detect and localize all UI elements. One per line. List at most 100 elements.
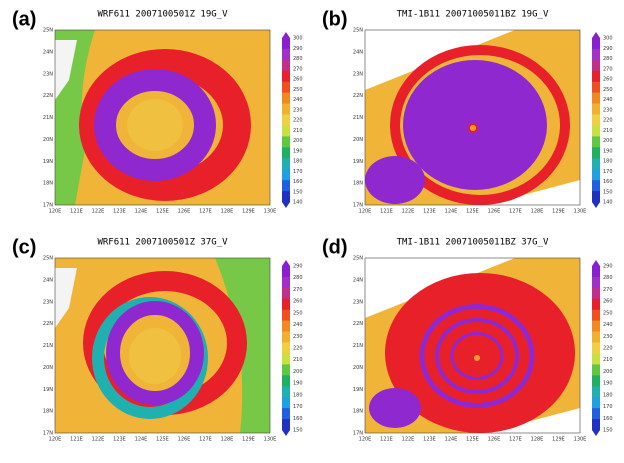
colorbar-tick-label: 240 — [293, 97, 303, 103]
x-tick-label: 127E — [199, 437, 212, 443]
colorbar-tick-label: 210 — [603, 357, 613, 363]
x-tick-label: 121E — [380, 437, 393, 443]
colorbar-segment — [282, 353, 290, 365]
colorbar-segment — [282, 92, 290, 104]
colorbar-tick-label: 250 — [293, 310, 303, 316]
x-tick-label: 121E — [70, 437, 83, 443]
colorbar-segment — [282, 38, 290, 50]
colorbar-segment — [282, 419, 290, 431]
colorbar-tick-label: 270 — [293, 287, 303, 293]
colorbar-segment — [592, 59, 600, 72]
colorbar-tick-label: 300 — [293, 36, 303, 42]
colorbar-tick-label: 160 — [603, 416, 613, 422]
y-tick-label: 25N — [353, 256, 363, 262]
colorbar-cap — [592, 430, 600, 436]
ring-red — [79, 49, 251, 201]
colorbar-segment — [592, 191, 600, 203]
land — [55, 268, 77, 328]
x-tick-label: 122E — [402, 437, 415, 443]
colorbar-segment — [282, 364, 290, 376]
colorbar-cap — [592, 202, 600, 208]
colorbar-tick-label: 190 — [603, 148, 613, 154]
colorbar-tick-label: 240 — [603, 97, 613, 103]
colorbar-tick-label: 210 — [293, 128, 303, 134]
colorbar-tick-label: 240 — [603, 322, 613, 328]
colorbar-segment — [592, 298, 600, 311]
panel-label: (d) — [322, 236, 348, 258]
x-tick-label: 122E — [92, 437, 105, 443]
map-frame — [54, 29, 271, 206]
colorbar-segment — [592, 92, 600, 104]
y-tick-label: 19N — [43, 159, 53, 165]
y-tick-label: 22N — [43, 93, 53, 99]
x-tick-label: 128E — [531, 437, 544, 443]
eye — [472, 353, 482, 363]
colorbar-tick-label: 290 — [293, 46, 303, 52]
colorbar-tick-label: 230 — [603, 334, 613, 340]
land — [55, 40, 77, 100]
colorbar-tick-label: 190 — [293, 381, 303, 387]
ring-purple — [106, 301, 204, 405]
x-tick-label: 128E — [531, 209, 544, 215]
x-tick-label: 124E — [135, 437, 148, 443]
map-frame — [54, 257, 271, 434]
colorbar-segment — [282, 266, 290, 278]
y-tick-label: 19N — [43, 387, 53, 393]
ring-purple — [419, 304, 535, 408]
map — [55, 30, 270, 205]
colorbar-tick-label: 270 — [603, 66, 613, 72]
y-tick-label: 17N — [353, 203, 363, 209]
colorbar-tick-label: 180 — [603, 392, 613, 398]
colorbar-segment — [592, 386, 600, 398]
x-tick-label: 120E — [359, 209, 372, 215]
x-tick-label: 130E — [574, 209, 587, 215]
panel-title: TMI-1B11 20071005011BZ 37G_V — [397, 238, 549, 248]
colorbar-tick-label: 250 — [603, 87, 613, 93]
y-tick-label: 19N — [353, 159, 363, 165]
colorbar-segment — [282, 331, 290, 343]
colorbar-tick-label: 190 — [603, 381, 613, 387]
colorbar-tick-label: 200 — [603, 369, 613, 375]
y-tick-label: 25N — [43, 28, 53, 34]
colorbar-tick-label: 270 — [603, 287, 613, 293]
y-tick-label: 18N — [43, 409, 53, 415]
ring-purple — [94, 69, 216, 181]
x-tick-label: 121E — [380, 209, 393, 215]
panel: (a) WRF611 2007100501Z 19G_V 120E 121E 122E 1… — [12, 8, 303, 214]
colorbar-segment — [282, 169, 290, 181]
colorbar-segment — [592, 320, 600, 332]
colorbar-tick-label: 240 — [293, 322, 303, 328]
y-tick-label: 24N — [353, 49, 363, 55]
map-frame — [364, 29, 581, 206]
y-tick-label: 25N — [43, 256, 53, 262]
x-tick-label: 126E — [178, 209, 191, 215]
colorbar-tick-label: 220 — [603, 118, 613, 124]
y-tick-label: 21N — [43, 115, 53, 121]
colorbar-tick-label: 230 — [603, 107, 613, 113]
panel-title: WRF611 2007100501Z 19G_V — [97, 10, 228, 20]
y-tick-label: 20N — [353, 365, 363, 371]
colorbar-cap — [282, 260, 290, 266]
colorbar-segment — [282, 276, 290, 289]
colorbar-segment — [592, 158, 600, 170]
y-tick-label: 21N — [43, 343, 53, 349]
x-tick-label: 120E — [49, 437, 62, 443]
colorbar-cap — [282, 430, 290, 436]
map — [365, 30, 580, 205]
colorbar-cap — [282, 202, 290, 208]
x-tick-label: 123E — [423, 437, 436, 443]
colorbar-tick-label: 270 — [293, 66, 303, 72]
x-tick-label: 126E — [488, 209, 501, 215]
colorbar-segment — [592, 136, 600, 148]
colorbar-tick-label: 280 — [293, 56, 303, 62]
y-tick-label: 18N — [353, 409, 363, 415]
x-tick-label: 125E — [156, 209, 169, 215]
x-tick-label: 125E — [466, 437, 479, 443]
map-frame — [364, 257, 581, 434]
y-tick-label: 23N — [43, 299, 53, 305]
colorbar-tick-label: 190 — [293, 148, 303, 154]
colorbar-tick-label: 170 — [293, 169, 303, 175]
colorbar-segment — [592, 169, 600, 181]
core-red — [385, 273, 575, 433]
